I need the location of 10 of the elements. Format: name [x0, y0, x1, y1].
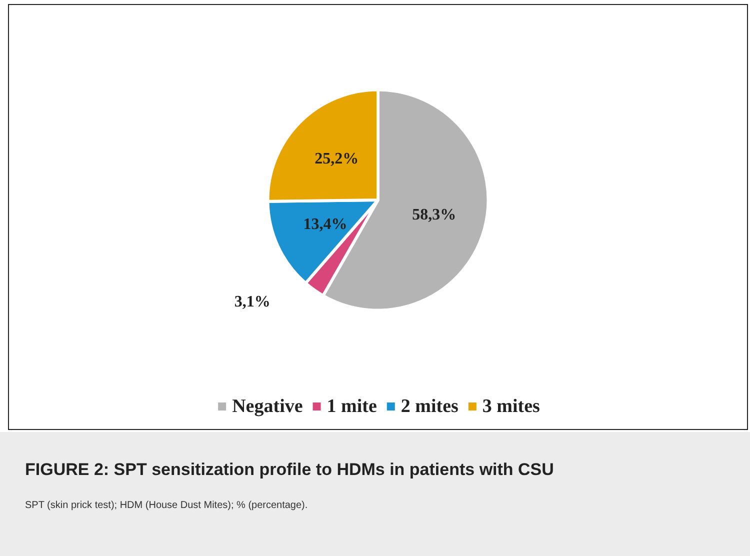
data-label: 58,3% [412, 206, 456, 224]
text: SPT (skin prick test); HDM (House Dust Mites); % (percentage). [25, 500, 308, 511]
legend-label: 2 mites [400, 396, 458, 417]
data-label: 13,4% [303, 216, 348, 233]
legend-label: 1 mite [326, 396, 377, 417]
data-label: 3,1% [234, 294, 270, 311]
text: FIGURE 2: SPT sensitization profile to HDMs in patients with CSU [25, 460, 554, 480]
legend-label: Negative [232, 396, 303, 417]
legend-label: 3 mites [482, 396, 540, 417]
data-label: 25,2% [314, 150, 359, 168]
